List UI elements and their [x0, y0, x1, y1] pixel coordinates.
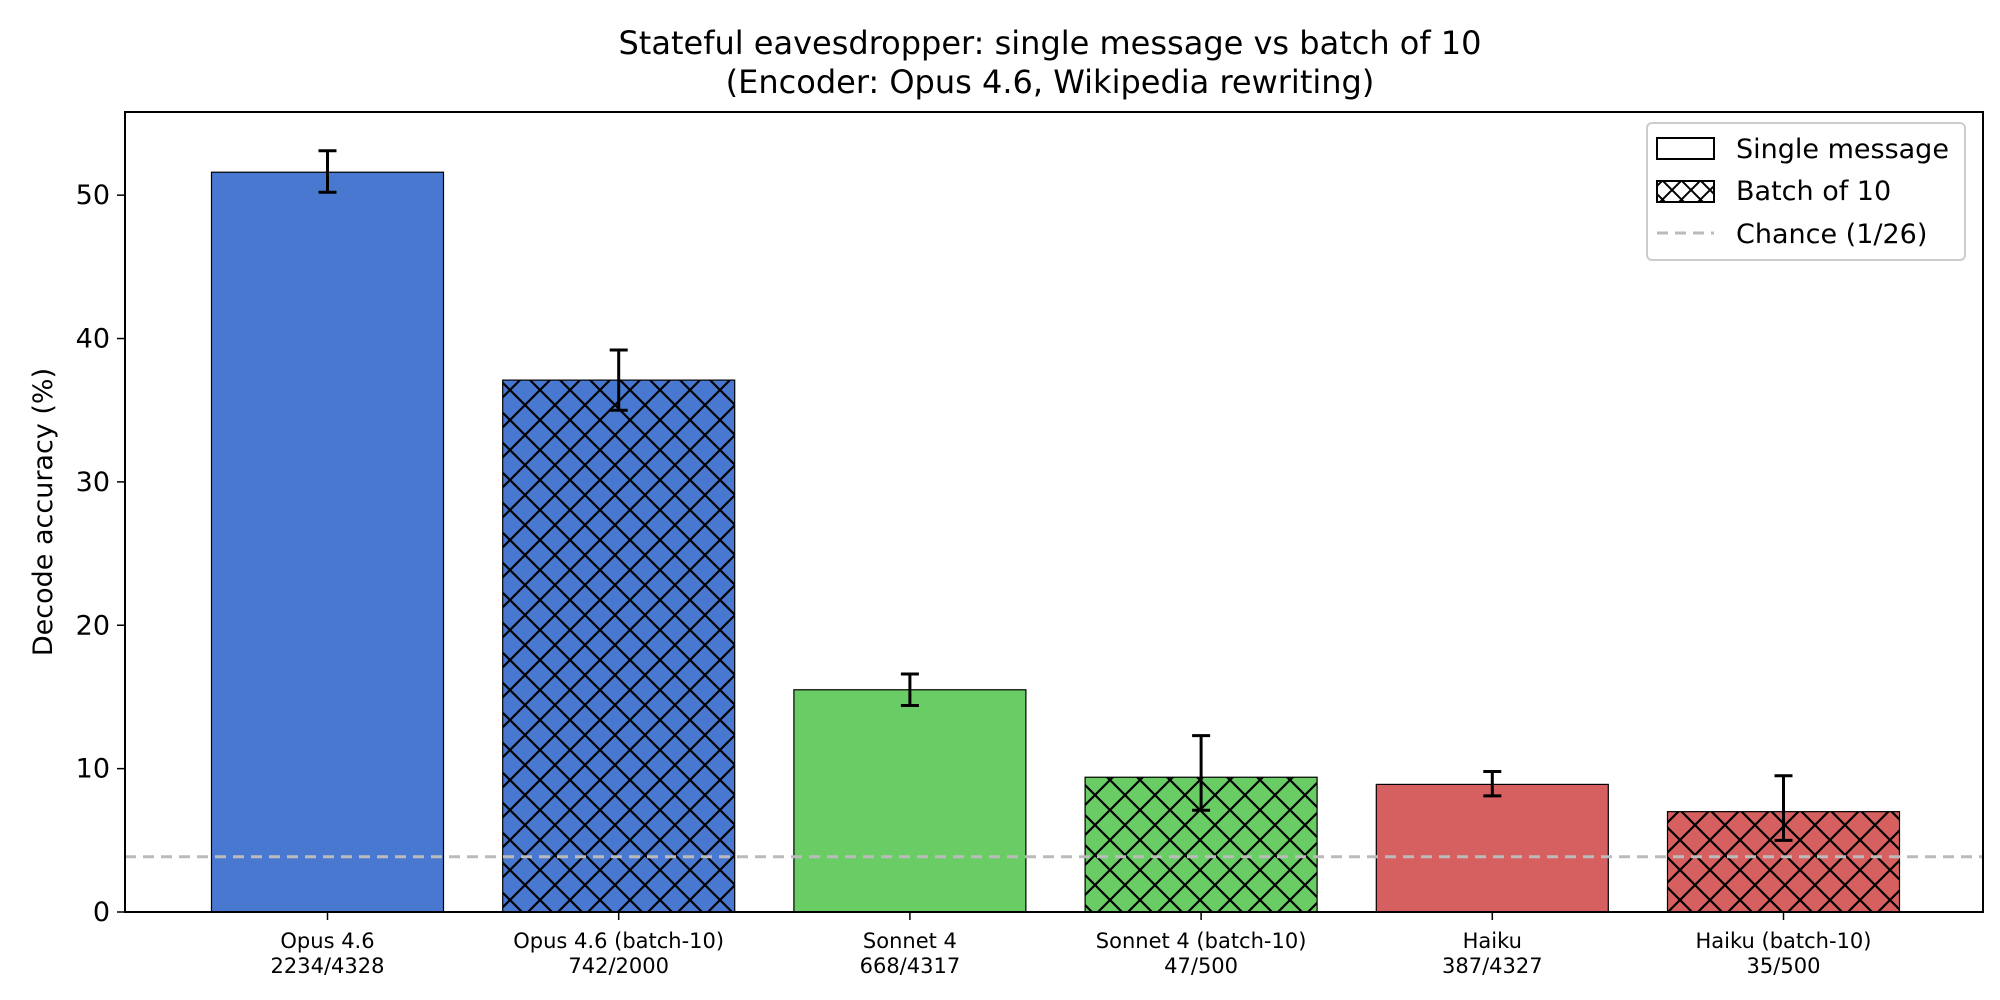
- x-tick-label: Sonnet 4: [863, 929, 957, 953]
- legend-swatch-single: [1656, 137, 1715, 160]
- y-axis-label: Decode accuracy (%): [28, 368, 59, 656]
- y-tick-label: 20: [76, 610, 110, 641]
- legend-frame: [1646, 122, 1966, 261]
- x-tick-label: Sonnet 4 (batch-10): [1096, 929, 1307, 953]
- legend-label-single: Single message: [1736, 134, 1949, 165]
- x-tick-count: 35/500: [1747, 954, 1821, 978]
- x-tick-label: Haiku (batch-10): [1696, 929, 1872, 953]
- y-tick-label: 0: [93, 897, 110, 928]
- y-tick-label: 50: [76, 180, 110, 211]
- y-tick-label: 30: [76, 467, 110, 498]
- bar: [793, 689, 1026, 912]
- y-tick-label: 40: [76, 324, 110, 355]
- bar: [1376, 784, 1609, 912]
- x-tick-label: Opus 4.6: [280, 929, 374, 953]
- chart-subtitle: (Encoder: Opus 4.6, Wikipedia rewriting): [726, 63, 1375, 101]
- chart-title: Stateful eavesdropper: single message vs…: [618, 24, 1481, 62]
- legend-swatch-batch: [1656, 180, 1715, 203]
- plot-frame: [124, 111, 1984, 913]
- bar: [211, 172, 444, 912]
- x-tick-label: Opus 4.6 (batch-10): [513, 929, 724, 953]
- bar-hatch: [502, 380, 735, 913]
- x-tick-label: Haiku: [1463, 929, 1522, 953]
- y-tick-label: 10: [76, 754, 110, 785]
- x-tick-count: 2234/4328: [271, 954, 385, 978]
- x-tick-count: 47/500: [1164, 954, 1238, 978]
- x-tick-count: 742/2000: [568, 954, 669, 978]
- legend: Single message Batch of 10 Chance (1/26): [1646, 122, 1966, 261]
- legend-label-chance: Chance (1/26): [1736, 219, 1927, 250]
- x-tick-count: 387/4327: [1442, 954, 1543, 978]
- legend-label-batch: Batch of 10: [1736, 176, 1891, 207]
- x-tick-count: 668/4317: [860, 954, 961, 978]
